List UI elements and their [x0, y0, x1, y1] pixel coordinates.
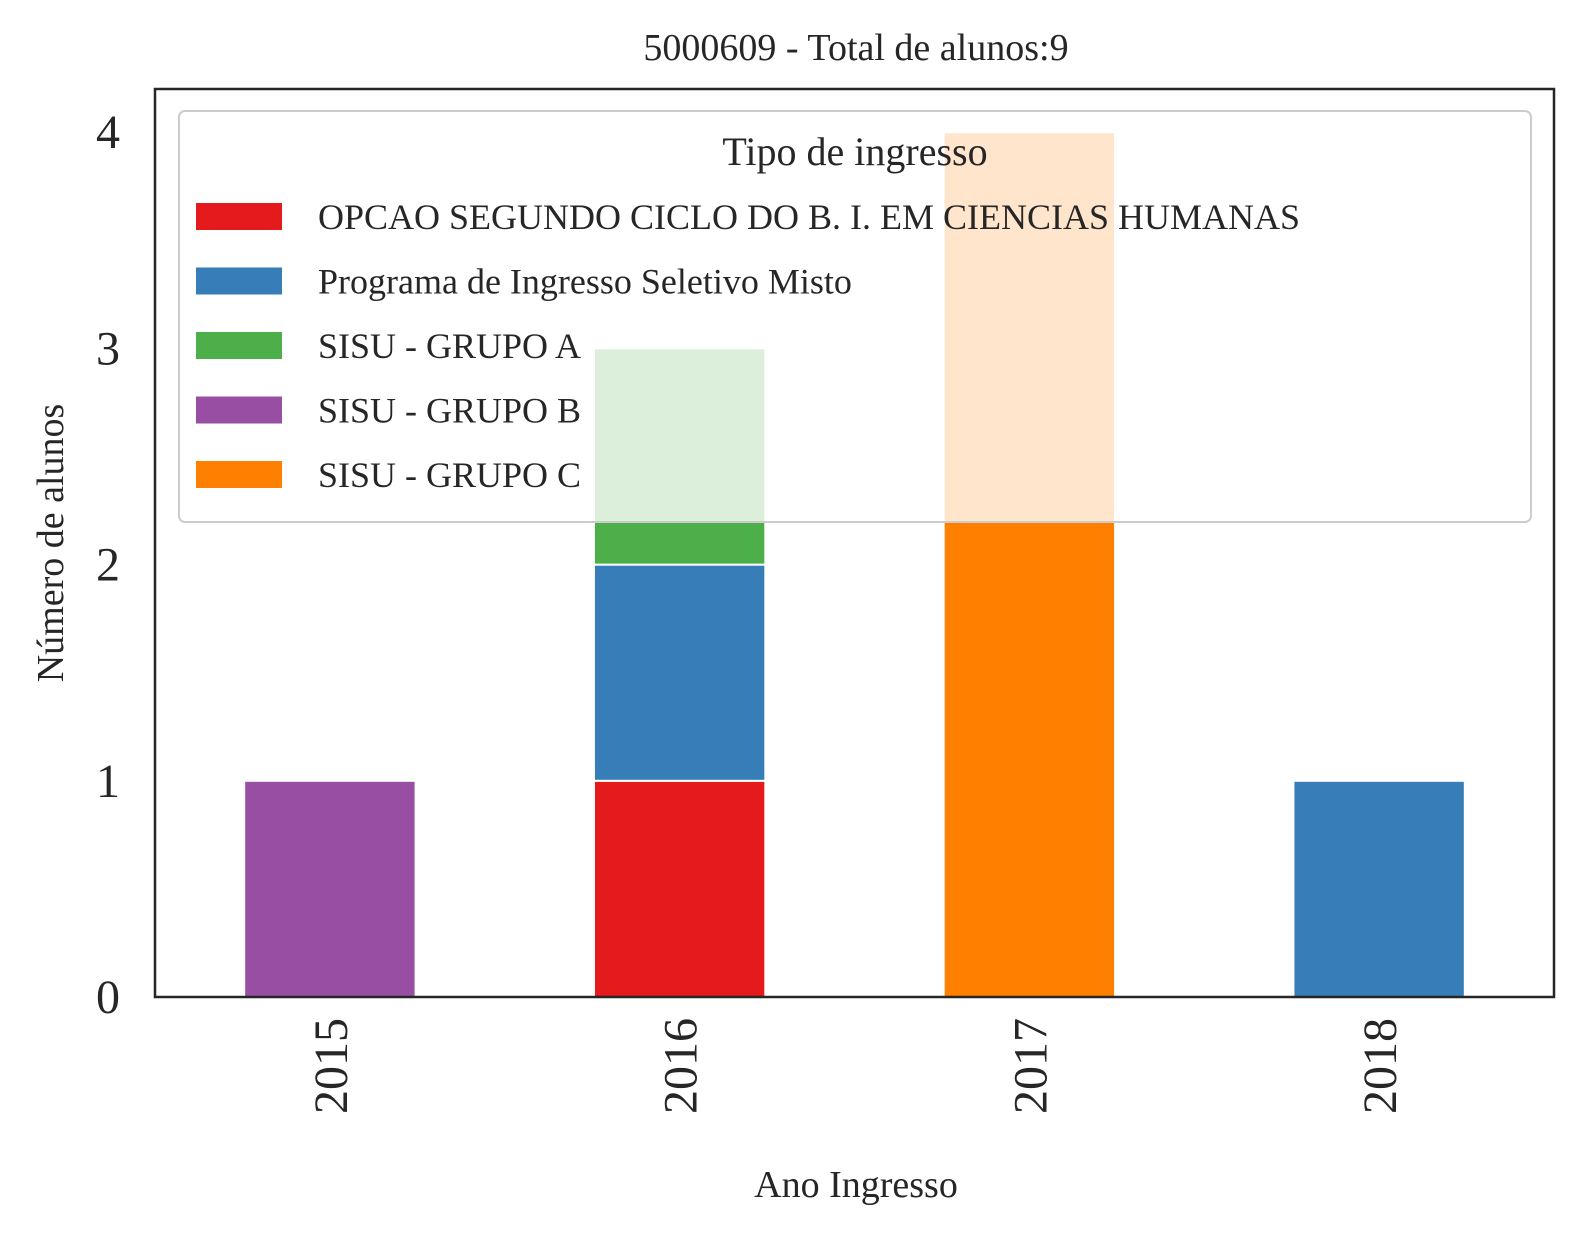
plot-frame — [153, 87, 1556, 999]
x-axis-label: Ano Ingresso — [754, 1164, 958, 1206]
y-tick-label-0: 0 — [96, 971, 120, 1024]
y-axis-ticks: 0 1 2 3 4 — [96, 106, 120, 1024]
legend: Tipo de ingresso OPCAO SEGUNDO CICLO DO … — [178, 110, 1532, 523]
legend-title: Tipo de ingresso — [722, 129, 987, 174]
y-tick-label-2: 2 — [96, 539, 120, 592]
legend-label-1: Programa de Ingresso Seletivo Misto — [318, 262, 852, 302]
chart-title: 5000609 - Total de alunos:9 — [643, 27, 1068, 69]
y-tick-label-4: 4 — [96, 106, 120, 159]
legend-swatch-1 — [196, 267, 282, 295]
bar-2015-series-3 — [243, 779, 417, 998]
x-tick-label-2018: 2018 — [1354, 1018, 1407, 1114]
x-tick-label-2017: 2017 — [1004, 1018, 1057, 1114]
legend-swatch-4 — [196, 461, 282, 488]
x-axis-ticks: 2015 2016 2017 2018 — [305, 1018, 1407, 1114]
legend-entries: OPCAO SEGUNDO CICLO DO B. I. EM CIENCIAS… — [196, 197, 1300, 495]
y-tick-label-1: 1 — [96, 755, 120, 808]
legend-label-0: OPCAO SEGUNDO CICLO DO B. I. EM CIENCIAS… — [318, 197, 1300, 237]
bar-2018-series-1 — [1292, 779, 1466, 998]
legend-label-2: SISU - GRUPO A — [318, 326, 581, 366]
legend-label-3: SISU - GRUPO B — [318, 391, 581, 431]
y-tick-label-3: 3 — [96, 322, 120, 375]
legend-label-4: SISU - GRUPO C — [318, 455, 581, 495]
legend-swatch-0 — [196, 203, 282, 230]
bar-2016-series-1 — [592, 563, 767, 782]
legend-swatch-3 — [196, 396, 282, 424]
y-axis-label: Número de alunos — [30, 404, 72, 683]
legend-box — [178, 110, 1532, 523]
legend-swatch-2 — [196, 332, 282, 359]
x-tick-label-2016: 2016 — [655, 1018, 708, 1114]
bar-2016-series-0 — [592, 779, 767, 998]
x-tick-label-2015: 2015 — [305, 1018, 358, 1114]
